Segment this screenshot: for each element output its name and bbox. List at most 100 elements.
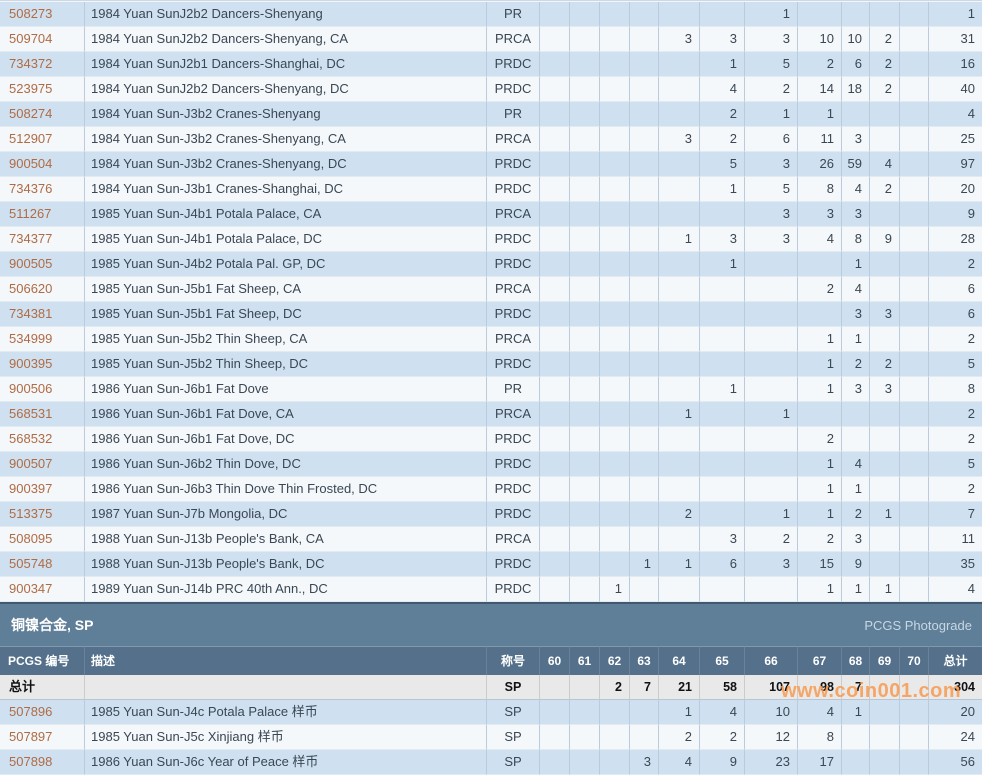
- pcgs-number-link[interactable]: 508095: [9, 531, 53, 546]
- grade-63-count: [630, 700, 659, 725]
- coin-description: 1986 Yuan Sun-J6b3 Thin Dove Thin Froste…: [85, 477, 487, 502]
- designation-cell: PRCA: [487, 402, 540, 427]
- pcgs-photograde-link[interactable]: PCGS Photograde: [864, 617, 972, 633]
- grade-61-count: [570, 527, 600, 552]
- grade-65-count: [700, 202, 745, 227]
- pcgs-number-link[interactable]: 900504: [9, 156, 53, 171]
- designation-cell: PRDC: [487, 577, 540, 602]
- grade-67-count: 1: [798, 377, 842, 402]
- pcgs-number-link[interactable]: 734381: [9, 306, 53, 321]
- grade-65-count: [700, 302, 745, 327]
- pcgs-number-link[interactable]: 568531: [9, 406, 53, 421]
- grade-70-count: [900, 127, 929, 152]
- grade-68-count: 4: [842, 452, 870, 477]
- grade-66-count: [745, 477, 798, 502]
- totals-grade-67: 98: [798, 675, 842, 700]
- grade-66-count: 3: [745, 202, 798, 227]
- pcgs-number-link[interactable]: 508274: [9, 106, 53, 121]
- pcgs-number-link[interactable]: 734377: [9, 231, 53, 246]
- grade-63-count: [630, 202, 659, 227]
- pcgs-number-link[interactable]: 734376: [9, 181, 53, 196]
- grade-60-count: [540, 402, 570, 427]
- column-header-designation: 称号: [487, 646, 540, 675]
- grade-63-count: [630, 177, 659, 202]
- designation-cell: SP: [487, 725, 540, 750]
- grade-68-count: 6: [842, 52, 870, 77]
- grade-69-count: [870, 477, 900, 502]
- grade-61-count: [570, 452, 600, 477]
- grade-67-count: 14: [798, 77, 842, 102]
- pcgs-number-link[interactable]: 568532: [9, 431, 53, 446]
- pcgs-number-link[interactable]: 505748: [9, 556, 53, 571]
- table-row: 900347 1989 Yuan Sun-J14b PRC 40th Ann., …: [0, 577, 982, 602]
- grade-62-count: [600, 452, 630, 477]
- grade-60-count: [540, 327, 570, 352]
- grade-61-count: [570, 152, 600, 177]
- grade-66-count: 1: [745, 102, 798, 127]
- grade-65-count: 6: [700, 552, 745, 577]
- grade-67-count: 17: [798, 750, 842, 775]
- pcgs-number-link[interactable]: 900347: [9, 581, 53, 596]
- grade-63-count: [630, 27, 659, 52]
- grade-63-count: [630, 277, 659, 302]
- pcgs-number-link[interactable]: 506620: [9, 281, 53, 296]
- column-header-grade-68: 67: [798, 646, 842, 675]
- grade-70-count: [900, 552, 929, 577]
- grade-69-count: 3: [870, 302, 900, 327]
- pcgs-number-link[interactable]: 507897: [9, 729, 53, 744]
- pcgs-number-link[interactable]: 900506: [9, 381, 53, 396]
- pcgs-number-link[interactable]: 513375: [9, 506, 53, 521]
- grade-69-count: [870, 402, 900, 427]
- table-row: 534999 1985 Yuan Sun-J5b2 Thin Sheep, CA P…: [0, 327, 982, 352]
- pcgs-number-link[interactable]: 509704: [9, 31, 53, 46]
- table-row: 900397 1986 Yuan Sun-J6b3 Thin Dove Thin …: [0, 477, 982, 502]
- pcgs-number-link[interactable]: 900507: [9, 456, 53, 471]
- grade-69-count: [870, 327, 900, 352]
- pcgs-number-link[interactable]: 511267: [9, 206, 52, 221]
- grade-64-count: [659, 252, 700, 277]
- grade-61-count: [570, 52, 600, 77]
- grade-62-count: [600, 227, 630, 252]
- designation-cell: PRDC: [487, 177, 540, 202]
- grade-61-count: [570, 402, 600, 427]
- grade-63-count: [630, 2, 659, 27]
- grade-60-count: [540, 152, 570, 177]
- grade-70-count: [900, 227, 929, 252]
- grade-63-count: [630, 252, 659, 277]
- grade-60-count: [540, 477, 570, 502]
- pcgs-number-link[interactable]: 523975: [9, 81, 53, 96]
- total-count: 7: [929, 502, 982, 527]
- grade-66-count: 2: [745, 77, 798, 102]
- coin-description: 1985 Yuan Sun-J5b1 Fat Sheep, DC: [85, 302, 487, 327]
- grade-68-count: 10: [842, 27, 870, 52]
- grade-64-count: [659, 2, 700, 27]
- grade-63-count: [630, 52, 659, 77]
- grade-60-count: [540, 502, 570, 527]
- pcgs-number-link[interactable]: 507898: [9, 754, 53, 769]
- pcgs-number-link[interactable]: 508273: [9, 6, 53, 21]
- pcgs-number-link[interactable]: 512907: [9, 131, 53, 146]
- grade-68-count: [842, 725, 870, 750]
- grade-69-count: [870, 700, 900, 725]
- pcgs-number-link[interactable]: 507896: [9, 704, 53, 719]
- pcgs-number-cell: 511267: [0, 202, 85, 227]
- column-header-total: 总计: [929, 646, 982, 675]
- pcgs-number-link[interactable]: 734372: [9, 56, 53, 71]
- pcgs-number-link[interactable]: 534999: [9, 331, 53, 346]
- pcgs-number-cell: 734372: [0, 52, 85, 77]
- grade-66-count: 3: [745, 227, 798, 252]
- pcgs-number-link[interactable]: 900505: [9, 256, 53, 271]
- grade-70-count: [900, 2, 929, 27]
- grade-68-count: 18: [842, 77, 870, 102]
- pcgs-number-cell: 507897: [0, 725, 85, 750]
- coin-description: 1989 Yuan Sun-J14b PRC 40th Ann., DC: [85, 577, 487, 602]
- grade-67-count: 1: [798, 502, 842, 527]
- totals-designation: SP: [487, 675, 540, 700]
- totals-grand-total: 304: [929, 675, 982, 700]
- grade-66-count: [745, 302, 798, 327]
- totals-grade-66: 107: [745, 675, 798, 700]
- grade-67-count: 4: [798, 227, 842, 252]
- pcgs-number-link[interactable]: 900397: [9, 481, 53, 496]
- pcgs-number-link[interactable]: 900395: [9, 356, 53, 371]
- grade-68-count: 3: [842, 302, 870, 327]
